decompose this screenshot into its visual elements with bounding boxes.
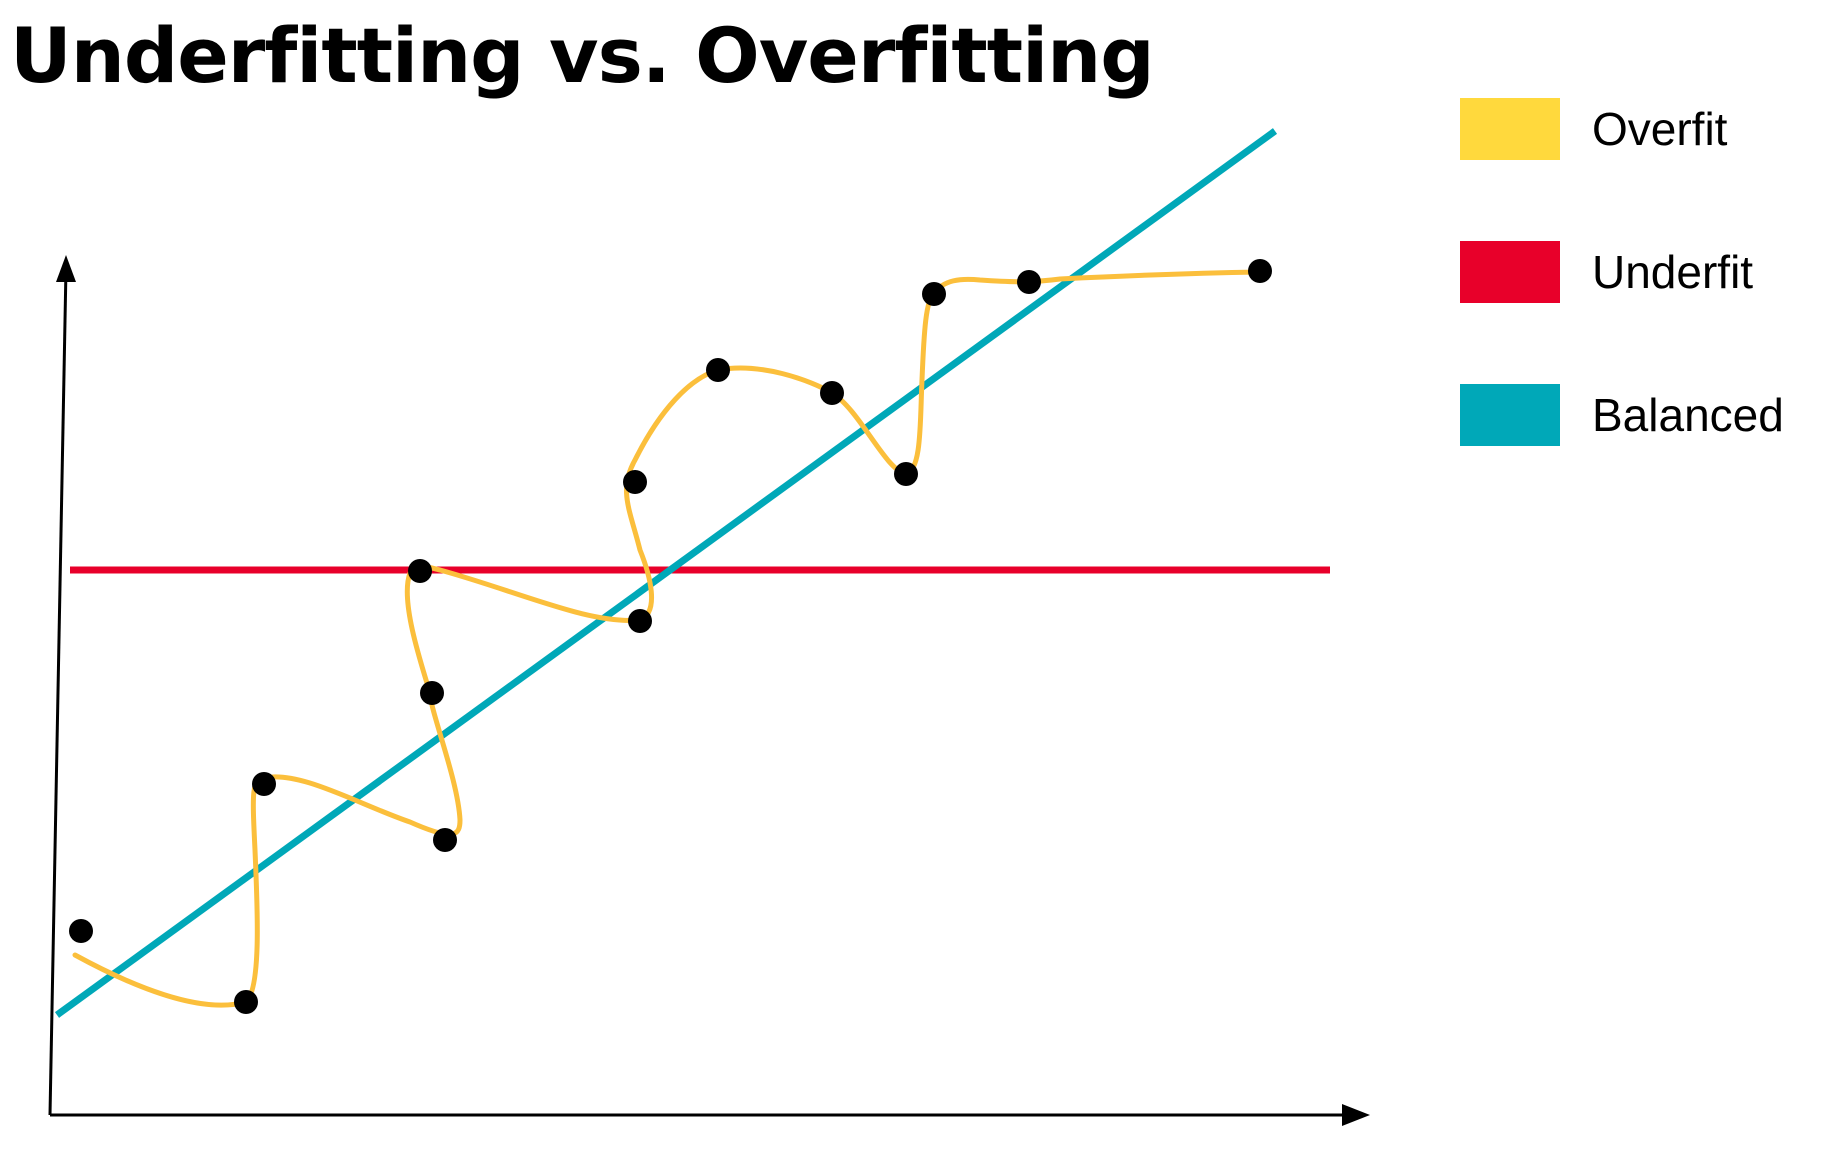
legend-item-overfit: Overfit (1460, 98, 1727, 160)
legend-label-overfit: Overfit (1592, 103, 1728, 155)
data-point (706, 358, 730, 382)
data-points (69, 259, 1272, 1014)
data-point (922, 282, 946, 306)
legend-swatch-overfit (1460, 98, 1560, 160)
data-point (234, 990, 258, 1014)
overfit-curve (72, 269, 1263, 1008)
data-point (623, 470, 647, 494)
data-point (628, 609, 652, 633)
data-point (1017, 270, 1041, 294)
diagram-title: Underfitting vs. Overfitting (10, 11, 1155, 100)
legend-item-balanced: Balanced (1460, 384, 1784, 446)
y-axis-arrowhead (56, 255, 76, 282)
legend-item-underfit: Underfit (1460, 241, 1753, 303)
data-point (820, 381, 844, 405)
data-point (420, 681, 444, 705)
data-point (894, 462, 918, 486)
data-point (408, 559, 432, 583)
data-point (252, 772, 276, 796)
legend-label-balanced: Balanced (1592, 389, 1784, 441)
x-axis-arrowhead (1342, 1104, 1370, 1126)
legend-swatch-underfit (1460, 241, 1560, 303)
legend-label-underfit: Underfit (1592, 246, 1754, 298)
data-point (433, 828, 457, 852)
y-axis (48, 267, 68, 1116)
data-point (1248, 259, 1272, 283)
axes (48, 255, 1370, 1126)
data-point (69, 919, 93, 943)
legend-swatch-balanced (1460, 384, 1560, 446)
